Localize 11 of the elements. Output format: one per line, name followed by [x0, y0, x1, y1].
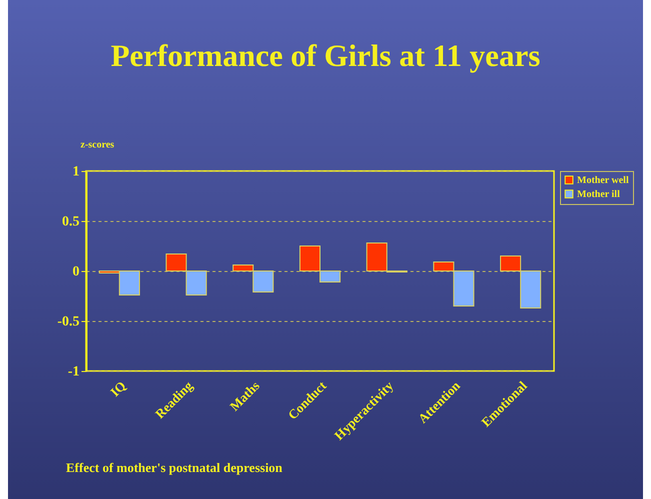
- y-tick-label: 0.5: [62, 214, 80, 230]
- text: Effect of mother's postnatal depression: [66, 460, 282, 476]
- y-tick-label: -1: [68, 364, 80, 380]
- y-axis-title: z-scores: [80, 140, 114, 150]
- chart-title: Performance of Girls at 11 years: [110, 38, 542, 74]
- y-tick-label: 1: [72, 164, 80, 180]
- legend-label: Mother ill: [577, 189, 620, 200]
- legend-label: Mother well: [577, 175, 629, 186]
- y-tick-label: 0: [72, 264, 80, 280]
- x-tick-label: IQ: [107, 378, 129, 400]
- y-tick-label: -0.5: [57, 314, 80, 330]
